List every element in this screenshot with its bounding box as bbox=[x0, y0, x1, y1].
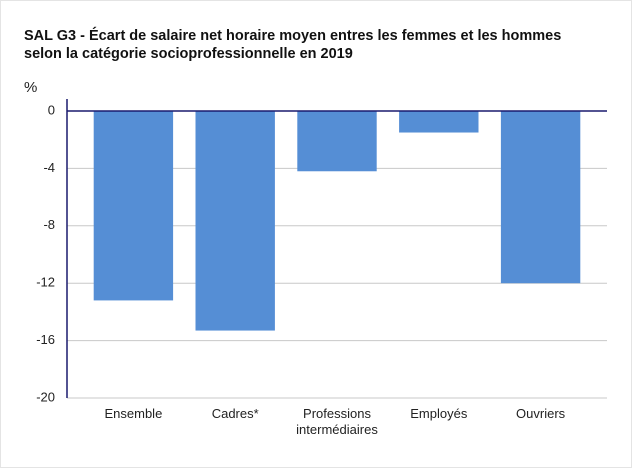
bar bbox=[399, 111, 479, 133]
chart-title: selon la catégorie socioprofessionnelle … bbox=[24, 46, 353, 62]
y-tick-label: -8 bbox=[43, 217, 55, 232]
x-tick-label: Professions intermédiaires bbox=[296, 406, 378, 437]
bar bbox=[93, 111, 174, 301]
x-tick-label: Cadres* bbox=[211, 406, 259, 421]
y-tick-label: -12 bbox=[36, 275, 55, 290]
y-axis-label: % bbox=[24, 79, 37, 96]
x-tick-label: Ouvriers bbox=[516, 406, 566, 421]
chart-title: SAL G3 - Écart de salaire net horaire mo… bbox=[24, 27, 561, 44]
x-tick-label: Ensemble bbox=[104, 406, 163, 421]
x-tick-label: Employés bbox=[410, 406, 468, 421]
bar bbox=[500, 111, 581, 284]
y-tick-label: -20 bbox=[36, 389, 55, 404]
bar bbox=[195, 111, 275, 331]
y-tick-label: 0 bbox=[48, 102, 55, 117]
bar bbox=[297, 111, 377, 172]
y-tick-label: -16 bbox=[36, 332, 55, 347]
y-tick-label: -4 bbox=[43, 160, 55, 175]
